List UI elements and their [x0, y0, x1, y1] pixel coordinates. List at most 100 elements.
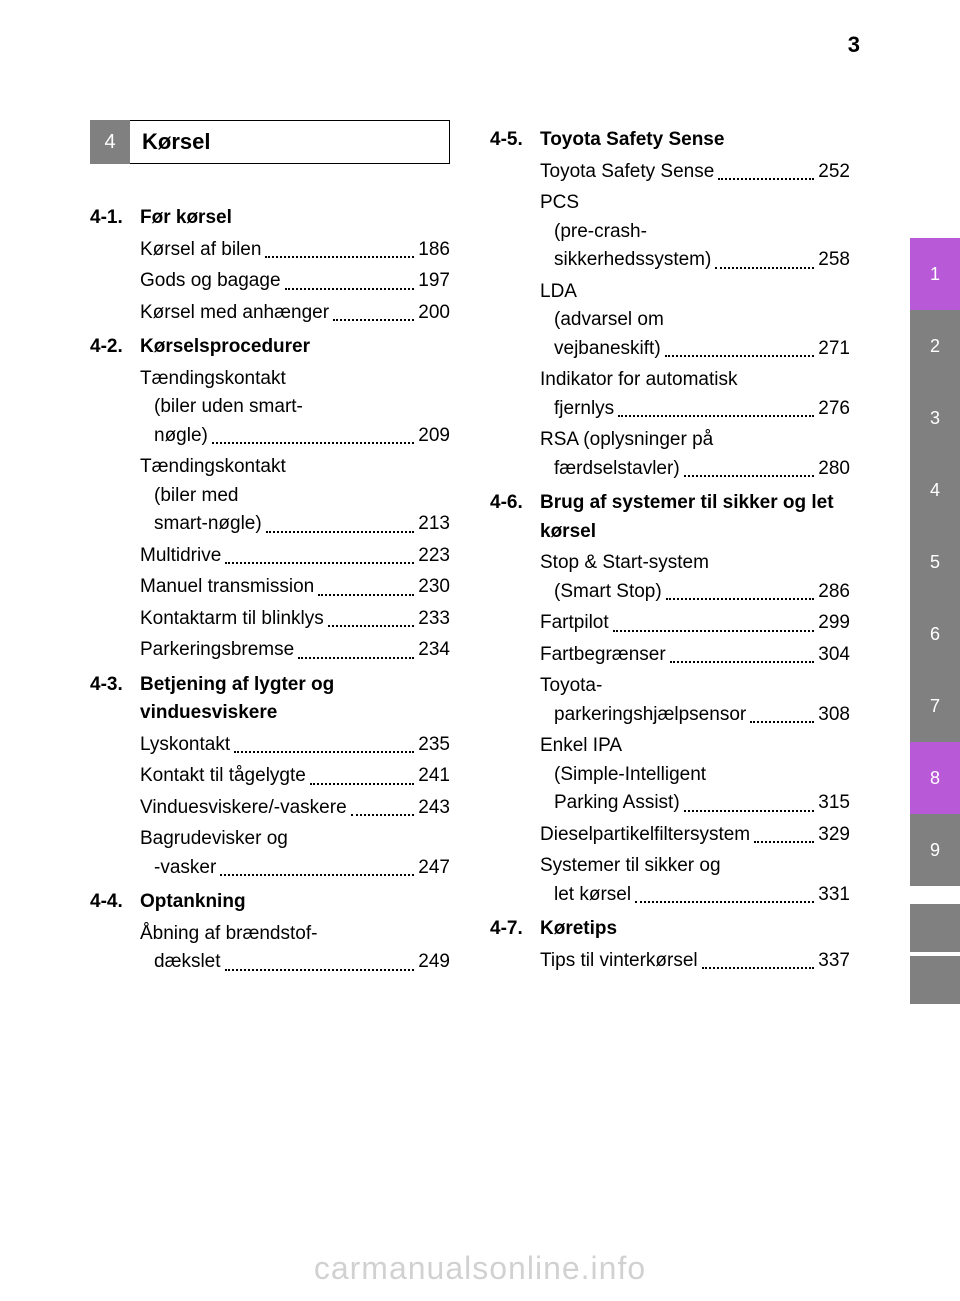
entry-page: 197: [418, 267, 450, 296]
entry-page: 234: [418, 636, 450, 665]
entry-label-line: (Smart Stop): [540, 578, 662, 607]
toc-entry: Indikator for automatiskfjernlys276: [540, 366, 850, 423]
leader-dots: [234, 751, 414, 753]
entry-page: 299: [818, 609, 850, 638]
section-number: 4-2.: [90, 333, 140, 362]
leader-dots: [298, 657, 414, 659]
leader-dots: [212, 442, 414, 444]
leader-dots: [318, 594, 414, 596]
entry-label: Fartbegrænser: [540, 641, 666, 670]
toc-entry: Toyota Safety Sense252: [540, 158, 850, 187]
entry-page: 230: [418, 573, 450, 602]
section-number: 4-1.: [90, 204, 140, 233]
entry-label-line: Systemer til sikker og: [540, 852, 850, 881]
entry-page: 249: [418, 948, 450, 977]
toc-entry: Fartbegrænser 304: [540, 641, 850, 670]
entry-page: 258: [818, 246, 850, 275]
chapter-number: 4: [90, 120, 130, 164]
section-tab[interactable]: 7: [910, 670, 960, 742]
entry-page: 252: [818, 158, 850, 187]
toc-entry: Systemer til sikker oglet kørsel331: [540, 852, 850, 909]
entry-page: 280: [818, 455, 850, 484]
leader-dots: [266, 531, 415, 533]
entry-page: 209: [418, 422, 450, 451]
leader-dots: [750, 721, 814, 723]
toc-entry: Stop & Start-system(Smart Stop)286: [540, 549, 850, 606]
section-heading: 4-4.Optankning: [90, 888, 450, 917]
leader-dots: [635, 901, 814, 903]
leader-dots: [333, 319, 414, 321]
entry-label-line: Bagrudevisker og: [140, 825, 450, 854]
side-tabs: 123456789: [910, 238, 960, 1004]
entry-label-line: vejbaneskift): [540, 335, 661, 364]
entry-label: Tips til vinterkørsel: [540, 947, 698, 976]
section-number: 4-7.: [490, 915, 540, 944]
section-tab[interactable]: 5: [910, 526, 960, 598]
entry-label-line: (biler uden smart-: [140, 393, 450, 422]
section-heading: 4-3.Betjening af lygter og vinduesvisker…: [90, 671, 450, 728]
entry-label-line: Åbning af brændstof-: [140, 920, 450, 949]
entry-label-line: let kørsel: [540, 881, 631, 910]
entry-page: 304: [818, 641, 850, 670]
section-title: Brug af systemer til sikker og let kørse…: [540, 489, 850, 546]
entry-page: 223: [418, 542, 450, 571]
section-heading: 4-7.Køretips: [490, 915, 850, 944]
leader-dots: [666, 598, 815, 600]
section-number: 4-5.: [490, 126, 540, 155]
leader-dots: [718, 178, 814, 180]
leader-dots: [225, 562, 414, 564]
section-title: Før kørsel: [140, 204, 450, 233]
left-column: 4 Kørsel 4-1.Før kørsel Kørsel af bilen18…: [90, 120, 450, 980]
section-tab-blank: [910, 904, 960, 952]
entry-label-line: LDA: [540, 278, 850, 307]
entry-page: 247: [418, 854, 450, 883]
leader-dots: [265, 256, 414, 258]
entry-label-line: dækslet: [140, 948, 221, 977]
toc-entry: Kørsel af bilen186: [140, 236, 450, 265]
toc-entry: Lyskontakt235: [140, 731, 450, 760]
entry-page: 276: [818, 395, 850, 424]
section-tab[interactable]: 9: [910, 814, 960, 886]
toc-entry: Multidrive223: [140, 542, 450, 571]
section-tab[interactable]: 6: [910, 598, 960, 670]
entry-label: Kontakt til tågelygte: [140, 762, 306, 791]
page-number: 3: [848, 32, 860, 58]
entry-label-line: -vasker: [140, 854, 216, 883]
toc-entry: Kontakt til tågelygte 241: [140, 762, 450, 791]
entry-page: 308: [818, 701, 850, 730]
entry-page: 213: [418, 510, 450, 539]
entry-label-line: (advarsel om: [540, 306, 850, 335]
toc-entry: Dieselpartikelfiltersystem 329: [540, 821, 850, 850]
toc-entry: Kørsel med anhænger200: [140, 299, 450, 328]
section-heading: 4-5.Toyota Safety Sense: [490, 126, 850, 155]
section-heading: 4-2.Kørselsprocedurer: [90, 333, 450, 362]
section-tab[interactable]: 8: [910, 742, 960, 814]
entry-label-line: PCS: [540, 189, 850, 218]
entry-label-line: (Simple-Intelligent: [540, 761, 850, 790]
toc-entry: Åbning af brændstof-dækslet 249: [140, 920, 450, 977]
section-tab[interactable]: 3: [910, 382, 960, 454]
toc-entry: PCS(pre-crash-sikkerhedssystem)258: [540, 189, 850, 275]
section-tab[interactable]: 2: [910, 310, 960, 382]
entry-label-line: Stop & Start-system: [540, 549, 850, 578]
entry-page: 329: [818, 821, 850, 850]
leader-dots: [754, 841, 814, 843]
chapter-header: 4 Kørsel: [90, 120, 450, 164]
leader-dots: [220, 874, 414, 876]
entry-label-line: (biler med: [140, 482, 450, 511]
entry-page: 271: [818, 335, 850, 364]
entry-label-line: RSA (oplysninger på: [540, 426, 850, 455]
section-tab[interactable]: 1: [910, 238, 960, 310]
leader-dots: [715, 267, 814, 269]
watermark: carmanualsonline.info: [0, 1250, 960, 1287]
entry-page: 241: [418, 762, 450, 791]
entry-label: Manuel transmission: [140, 573, 314, 602]
entry-label: Dieselpartikelfiltersystem: [540, 821, 750, 850]
entry-label: Kørsel med anhænger: [140, 299, 329, 328]
section-tab[interactable]: 4: [910, 454, 960, 526]
entry-label-line: (pre-crash-: [540, 218, 850, 247]
section-number: 4-3.: [90, 671, 140, 728]
section-number: 4-4.: [90, 888, 140, 917]
leader-dots: [285, 288, 415, 290]
toc-entry: Bagrudevisker og-vasker 247: [140, 825, 450, 882]
